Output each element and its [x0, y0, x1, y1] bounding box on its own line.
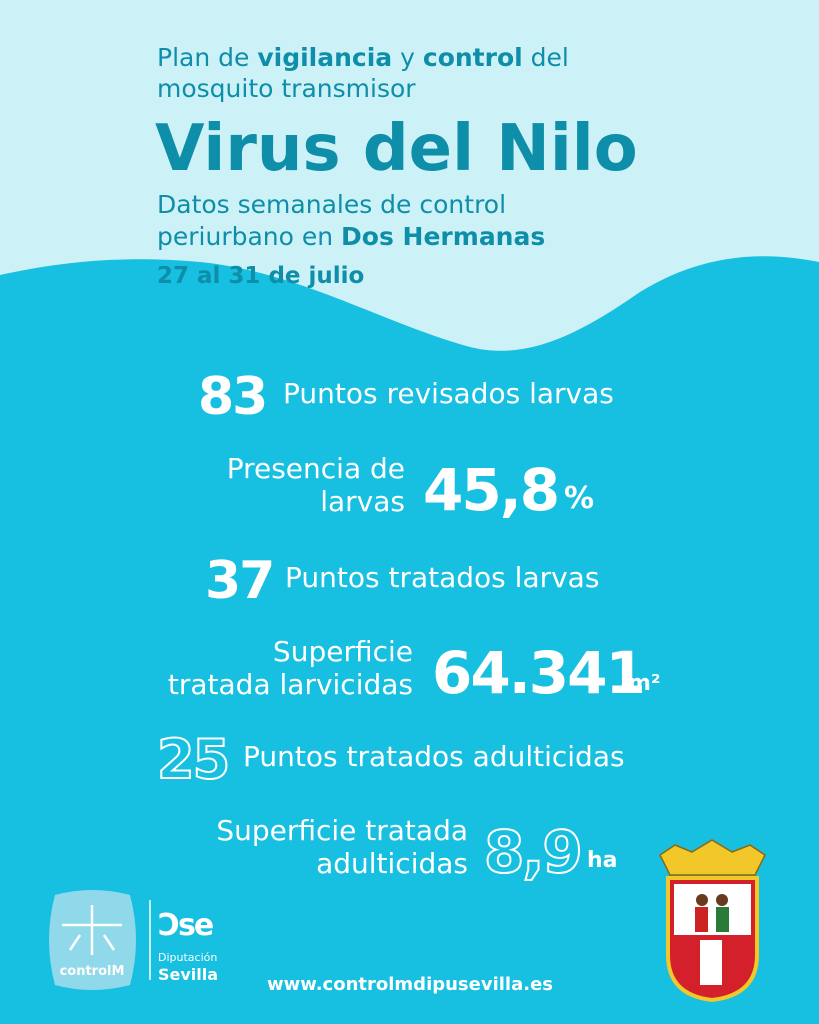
subtitle-line: Datos semanales de control	[157, 190, 506, 219]
mosquito-icon	[62, 905, 122, 955]
coat-of-arms	[659, 839, 766, 1003]
dse-mark: Ɔse	[158, 908, 213, 943]
stat-value: 45,8	[423, 456, 558, 524]
stat-unit: %	[564, 481, 594, 516]
stat-value: 64.341	[432, 639, 644, 707]
stat-label: Presencia de	[227, 452, 405, 485]
url: www.controlmdipusevilla.es	[267, 974, 553, 995]
diputacion-label: Diputación	[158, 951, 217, 964]
stat-value: 83	[198, 367, 266, 427]
title: Virus del Nilo	[155, 112, 638, 186]
stat-label: Puntos tratados larvas	[285, 561, 599, 594]
top-wave	[0, 0, 819, 351]
stat-label: Puntos revisados larvas	[283, 377, 614, 410]
stat-label: tratada larvicidas	[168, 668, 413, 701]
stat-label: adulticidas	[316, 847, 468, 880]
subtitle-line: periurbano en Dos Hermanas	[157, 222, 545, 251]
intro-line: mosquito transmisor	[157, 74, 416, 103]
date: 27 al 31 de julio	[157, 263, 364, 289]
intro-line: Plan de vigilancia y control del	[157, 43, 569, 72]
stat-label: Superficie tratada	[216, 814, 468, 847]
stat-label: Puntos tratados adulticidas	[243, 740, 625, 773]
stat-value: 25	[157, 728, 228, 791]
controlm-label: controlM	[60, 964, 125, 979]
stat-value: 37	[205, 551, 273, 611]
stat-label: Superficie	[273, 635, 413, 668]
diputacion-label: Sevilla	[158, 965, 218, 984]
stat-label: larvas	[320, 485, 405, 518]
stat-unit: m²	[628, 671, 661, 696]
stat-unit: ha	[587, 848, 618, 873]
stat-value: 8,9	[484, 818, 581, 886]
